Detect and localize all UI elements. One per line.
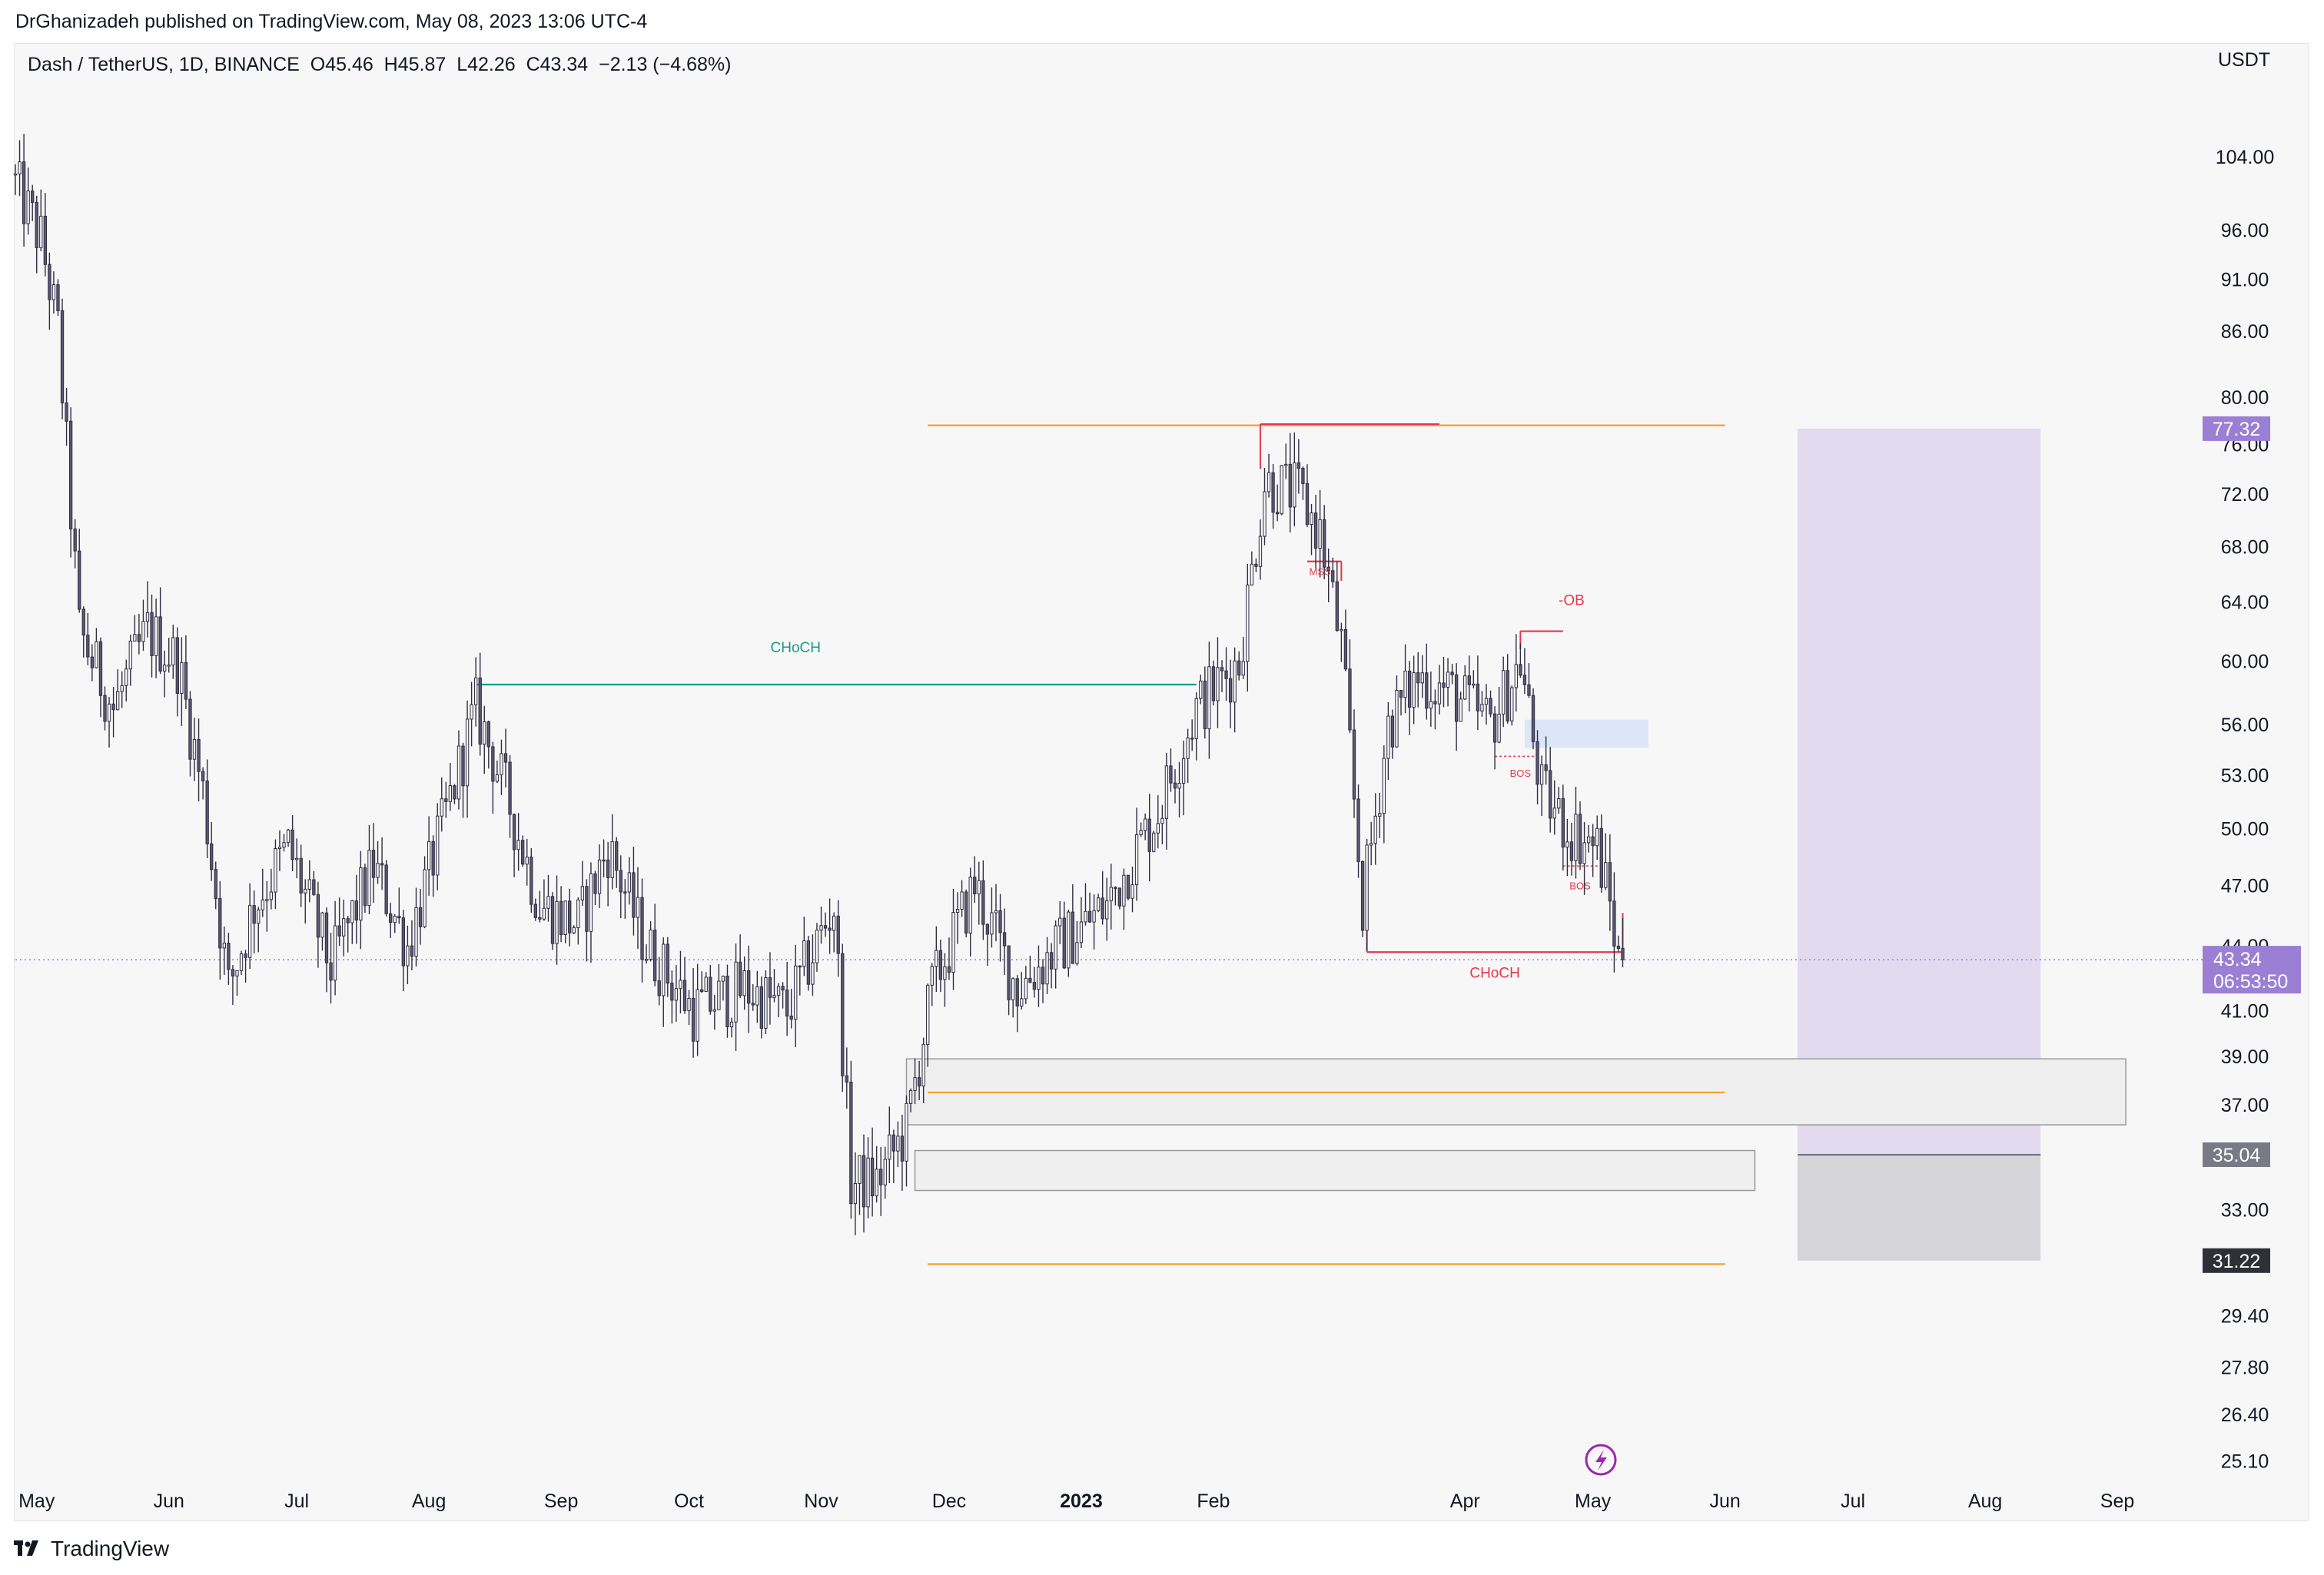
- symbol-legend: Dash / TetherUS, 1D, BINANCE O45.46 H45.…: [28, 54, 731, 76]
- ohlc-change: −2.13 (−4.68%): [599, 54, 732, 75]
- publish-info: DrGhanizadeh published on TradingView.co…: [15, 11, 648, 32]
- symbol-name[interactable]: Dash / TetherUS, 1D, BINANCE: [28, 54, 300, 75]
- ohlc-high: H45.87: [383, 54, 447, 75]
- currency-label[interactable]: USDT: [2218, 49, 2271, 71]
- tradingview-logo-icon: [14, 1540, 38, 1556]
- tradingview-brand: TradingView: [51, 1537, 170, 1560]
- ohlc-open: O45.46: [310, 54, 374, 75]
- ohlc-close: C43.34: [526, 54, 589, 75]
- ohlc-low: L42.26: [456, 54, 516, 75]
- chart-pane[interactable]: [14, 43, 2309, 1521]
- footer: TradingView: [14, 1535, 169, 1563]
